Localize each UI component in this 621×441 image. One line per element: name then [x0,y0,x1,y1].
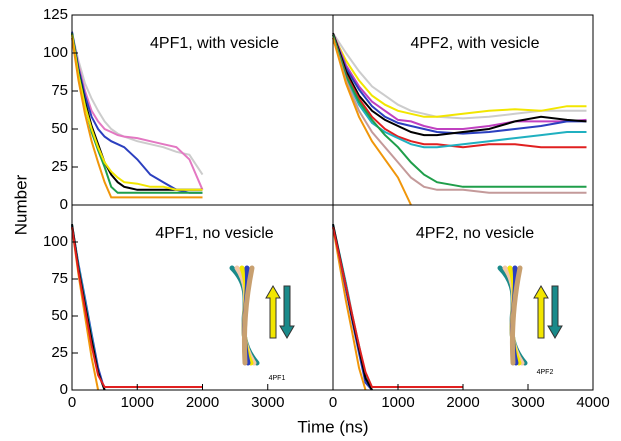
y-tick-label: 0 [60,196,68,213]
series-line [332,32,587,120]
series-line [71,31,203,194]
y-tick-label: 100 [43,233,68,250]
series-line [71,34,204,191]
series-line [332,32,587,137]
inset-arrow [279,285,295,339]
panel-title: 4PF2, with vesicle [411,35,540,52]
series-line [71,224,106,391]
inset-arrow [533,285,549,339]
inset-arrow [547,285,563,339]
inset-label: 4PF2 [537,369,554,376]
x-axis-label: Time (ns) [297,417,368,436]
series-line [71,32,204,176]
x-tick-label: 2000 [186,394,219,411]
y-tick-label: 100 [43,44,68,61]
y-tick-label: 50 [51,120,68,137]
series-line [71,37,203,199]
series-line [332,223,373,391]
x-tick-label: 0 [68,394,76,411]
panel-title: 4PF1, with vesicle [150,35,279,52]
series-line [332,226,463,388]
series-line [71,33,203,194]
series-line [71,227,203,388]
series-line [332,37,587,194]
inset-strand [241,265,255,366]
y-tick-label: 125 [43,6,68,23]
y-tick-label: 0 [60,381,68,398]
y-tick-label: 25 [51,158,68,175]
x-tick-label: 1000 [121,394,154,411]
series-line [332,34,587,188]
series-line [332,34,587,118]
series-line [332,37,412,206]
panel-title: 4PF1, no vesicle [155,225,273,242]
panel-title: 4PF2, no vesicle [416,225,534,242]
y-axis-label: Number [11,174,30,235]
y-tick-label: 75 [51,82,68,99]
series-line [332,37,587,149]
inset-label: 4PF1 [269,375,286,382]
y-tick-label: 50 [51,307,68,324]
y-tick-label: 75 [51,270,68,287]
series-line [332,32,587,130]
inset-strand [509,265,523,366]
x-tick-label: 0 [329,394,337,411]
series-line [332,227,367,391]
series-line [332,34,587,135]
series-line [332,34,587,149]
x-tick-label: 1000 [381,394,414,411]
x-tick-label: 3000 [511,394,544,411]
x-tick-label: 2000 [446,394,479,411]
series-line [71,34,203,191]
x-tick-label: 4000 [576,394,609,411]
x-tick-label: 3000 [251,394,284,411]
y-tick-label: 25 [51,344,68,361]
inset-arrow [265,285,281,339]
